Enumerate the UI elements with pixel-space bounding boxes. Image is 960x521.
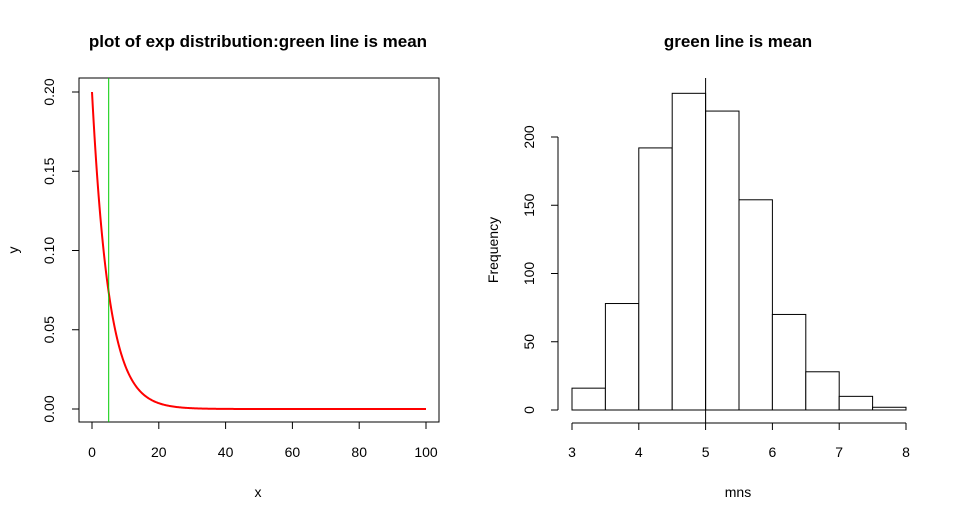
histogram-bar	[638, 147, 673, 411]
histogram-bars	[571, 92, 907, 411]
left-y-tick-label: 0.00	[41, 395, 57, 422]
left-x-axis: 0 20 40 60 80 100	[88, 421, 438, 460]
histogram-bar	[838, 395, 874, 411]
right-y-axis-label: Frequency	[485, 217, 501, 283]
histogram-bar	[805, 371, 840, 411]
right-x-tick-label: 6	[769, 444, 777, 460]
right-x-tick-label: 7	[835, 444, 843, 460]
left-y-axis-label: y	[5, 247, 21, 254]
right-plot-title: green line is mean	[664, 32, 812, 51]
right-y-tick-label: 200	[521, 125, 537, 149]
left-plot-box	[78, 77, 440, 423]
histogram-bar	[771, 313, 807, 411]
histogram-bar	[671, 92, 707, 411]
left-y-tick-label: 0.10	[41, 237, 57, 264]
right-x-axis-label: mns	[725, 484, 751, 500]
density-curve-group	[91, 78, 426, 422]
right-y-tick-label: 50	[521, 334, 537, 350]
left-x-tick-label: 0	[88, 444, 96, 460]
right-y-axis: 0 50 100 150 200	[521, 125, 559, 414]
histogram-bar	[872, 406, 907, 411]
right-x-tick-label: 3	[568, 444, 576, 460]
left-y-tick-label: 0.05	[41, 316, 57, 343]
left-x-tick-label: 60	[285, 444, 301, 460]
right-y-tick-label: 100	[521, 262, 537, 286]
left-y-tick-label: 0.15	[41, 157, 57, 184]
right-x-tick-label: 8	[902, 444, 910, 460]
left-x-tick-label: 100	[414, 444, 438, 460]
histogram-bar	[738, 199, 773, 411]
left-y-tick-label: 0.20	[41, 78, 57, 105]
histogram-bar	[571, 387, 606, 411]
exp-density-curve	[91, 91, 426, 410]
histogram-bar	[604, 303, 640, 411]
right-x-tick-label: 4	[635, 444, 643, 460]
left-x-tick-label: 20	[151, 444, 167, 460]
histogram-bar	[705, 110, 740, 411]
right-x-tick-label: 5	[702, 444, 710, 460]
left-plot-title: plot of exp distribution:green line is m…	[89, 32, 427, 51]
means-histogram: green line is mean 3 4 5 6 7 8 0 50 100 150 200 m…	[485, 32, 910, 500]
left-y-axis: 0.00 0.05 0.10 0.15 0.20	[41, 78, 80, 423]
right-y-tick-label: 150	[521, 193, 537, 217]
right-y-tick-label: 0	[521, 406, 537, 414]
right-x-axis: 3 4 5 6 7 8	[568, 422, 910, 460]
left-x-tick-label: 80	[351, 444, 367, 460]
left-x-axis-label: x	[255, 484, 262, 500]
exp-density-plot: plot of exp distribution:green line is m…	[5, 32, 440, 500]
left-x-tick-label: 40	[218, 444, 234, 460]
